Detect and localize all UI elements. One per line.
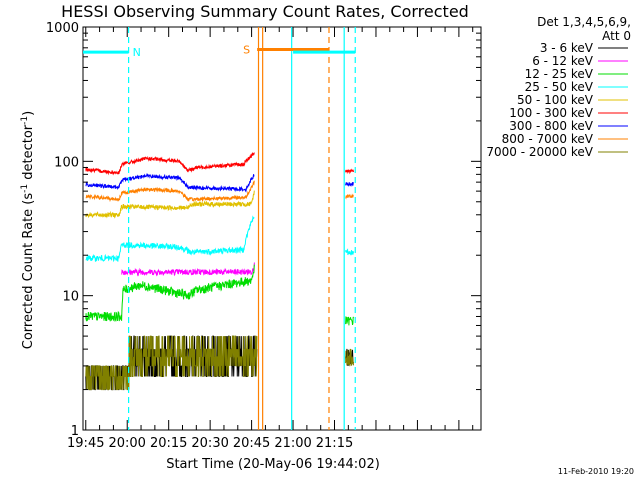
- x-tick-label: 19:45: [67, 436, 104, 451]
- x-tick-label: 21:15: [316, 436, 353, 451]
- series-line-segment-2: [345, 168, 354, 175]
- plot-area: [82, 26, 482, 431]
- x-tick-label: 21:00: [274, 436, 311, 451]
- chart-title: HESSI Observing Summary Count Rates, Cor…: [61, 2, 469, 21]
- flag-label: N: [133, 46, 141, 59]
- y-axis-label-sup-2: -1: [20, 116, 30, 125]
- series-line-segment-2: [345, 316, 354, 326]
- flag-label: S: [243, 43, 250, 56]
- series-line: [85, 190, 255, 219]
- series-line: [85, 215, 255, 263]
- legend-entry-label: 100 - 300 keV: [509, 106, 593, 120]
- y-tick-label: 10: [62, 290, 79, 305]
- series-line: [85, 180, 255, 203]
- series-line: [85, 173, 255, 193]
- legend-entry-label: 6 - 12 keV: [532, 54, 594, 68]
- plot-frame: [82, 26, 482, 431]
- axes-layer: 1 10 100 1000 19:45 20:00 20:15 20:30 20:45 21:00…: [46, 21, 481, 451]
- legend-entry-label: 300 - 800 keV: [509, 119, 593, 133]
- y-axis-label-end: ): [21, 111, 36, 116]
- y-axis-label-main: Corrected Count Rate (s: [21, 193, 36, 350]
- legend-entry-label: 25 - 50 keV: [525, 80, 594, 94]
- series-line: [85, 152, 255, 176]
- legend-entry-label: 3 - 6 keV: [540, 41, 594, 55]
- series-line: [85, 335, 258, 391]
- series-line-segment-2: [345, 193, 354, 200]
- series-line-segment-2: [345, 182, 354, 187]
- x-tick-label: 20:45: [233, 436, 270, 451]
- y-axis-label-sup: -1: [20, 184, 30, 193]
- series-line-segment-2: [345, 348, 354, 367]
- y-axis-label-mid: detector: [21, 124, 36, 184]
- legend-entry-label: 50 - 100 keV: [517, 93, 594, 107]
- series-line: [121, 262, 255, 277]
- y-tick-label: 1000: [46, 21, 79, 36]
- legend-header-line-1: Det 1,3,4,5,6,9,: [537, 15, 631, 29]
- legend-header-line-2: Att 0: [602, 29, 631, 43]
- legend-entry-label: 800 - 7000 keV: [502, 132, 594, 146]
- x-tick-label: 20:30: [191, 436, 228, 451]
- y-axis-label: Corrected Count Rate (s-1 detector-1): [20, 111, 36, 349]
- series-line: [85, 264, 255, 322]
- series-line-segment-2: [345, 248, 354, 256]
- legend-entry-label: 12 - 25 keV: [525, 67, 594, 81]
- legend-entry-label: 7000 - 20000 keV: [486, 145, 593, 159]
- footer-timestamp: 11-Feb-2010 19:20: [558, 467, 634, 476]
- y-tick-label: 100: [54, 155, 79, 170]
- series-layer: [85, 152, 354, 391]
- x-axis-label: Start Time (20-May-06 19:44:02): [166, 457, 380, 472]
- x-tick-label: 20:15: [150, 436, 187, 451]
- y-tick-label: 1: [71, 424, 79, 439]
- x-tick-label: 20:00: [108, 436, 145, 451]
